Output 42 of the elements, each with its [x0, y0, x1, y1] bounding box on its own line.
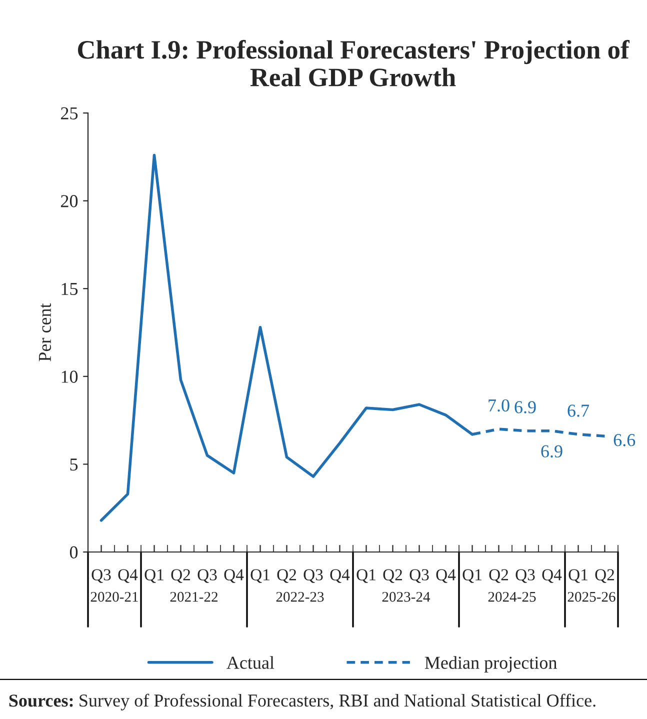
x-tick-label: Q1	[568, 569, 588, 583]
x-tick-label: Q3	[304, 569, 323, 583]
text: 2020-21	[90, 592, 138, 602]
x-tick-label: Q3	[198, 569, 217, 583]
x-tick-label: Q1	[144, 569, 164, 583]
x-tick-label: Q2	[595, 569, 614, 583]
text: 2024-25	[488, 592, 536, 602]
y-tick-label: 5	[70, 458, 78, 471]
x-tick-label: Q3	[92, 569, 111, 583]
x-tick-label: Q4	[542, 569, 562, 583]
data-label: 6.9	[514, 401, 536, 414]
x-tick-label: Q2	[489, 569, 508, 583]
data-label: 6.6	[614, 434, 636, 446]
chart-title: Chart I.9: Professional Forecasters' Projection of Real GDP Growth	[78, 40, 630, 86]
x-tick-label: Q4	[330, 569, 350, 583]
x-tick-label: Q2	[277, 569, 296, 583]
x-tick-label: Q1	[250, 569, 270, 583]
x-tick-label: Q4	[118, 569, 138, 583]
data-label: 6.9	[541, 445, 562, 458]
y-axis-title: Per cent	[39, 303, 51, 362]
x-tick-label: Q4	[224, 569, 244, 583]
y-tick-label: 25	[61, 107, 78, 120]
legend-label: Actual	[226, 656, 274, 669]
y-tick-label: 20	[61, 195, 78, 208]
y-tick-label: 15	[62, 282, 78, 296]
y-tick-label: 0	[70, 546, 78, 558]
legend-label: Median projection	[424, 656, 557, 673]
x-tick-label: Q1	[462, 569, 482, 583]
y-tick-label: 10	[62, 370, 78, 383]
x-tick-label: Q2	[383, 569, 402, 583]
x-tick-label: Q1	[356, 569, 376, 583]
text: 2022-23	[276, 592, 324, 602]
x-tick-label: Q2	[171, 569, 190, 583]
text: 2023-24	[382, 592, 430, 602]
source-note: Sources: Survey of Professional Forecasters, RBI and National Statistical Office.	[9, 694, 596, 710]
data-label: 6.7	[568, 404, 590, 417]
x-tick-label: Q4	[436, 569, 456, 583]
text: 2021-22	[170, 592, 218, 602]
data-label: 7.0	[488, 399, 510, 412]
x-tick-label: Q3	[410, 569, 429, 583]
x-tick-label: Q3	[516, 569, 535, 583]
text: 2025-26	[568, 592, 616, 602]
